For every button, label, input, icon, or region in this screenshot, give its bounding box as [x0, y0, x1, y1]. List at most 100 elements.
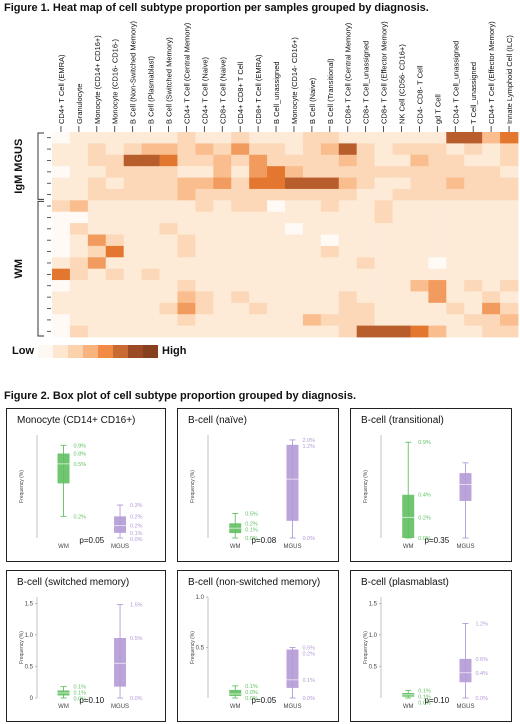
x-category-label: WM — [58, 544, 69, 550]
heatmap-cell — [356, 132, 376, 144]
heatmap-cell — [302, 268, 322, 281]
heatmap-cell — [302, 177, 322, 190]
heatmap-cell — [410, 257, 429, 270]
heatmap-cell — [69, 268, 89, 281]
heatmap-cell — [141, 143, 160, 156]
heatmap-cell — [52, 143, 71, 156]
heatmap-cell — [302, 223, 322, 235]
heatmap: CD4+ T Cell (EMRA) Granulocyte Monocyte (C… — [13, 21, 519, 338]
heatmap-cell — [285, 177, 304, 190]
heatmap-cell — [213, 154, 232, 167]
value-label: 0.1% — [418, 694, 431, 700]
heatmap-cell — [249, 268, 268, 281]
heatmap-cell — [249, 177, 268, 190]
heatmap-cell — [338, 132, 358, 144]
heatmap-cell — [410, 143, 429, 156]
heatmap-cell — [123, 325, 143, 338]
column-label: Monocyte (CD14+ CD16+) — [93, 35, 102, 124]
heatmap-cell — [267, 154, 286, 167]
heatmap-cell — [195, 257, 214, 270]
heatmap-cell — [356, 314, 376, 327]
heatmap-cell — [464, 291, 483, 304]
value-label: 0.2% — [130, 514, 143, 520]
heatmap-cell — [320, 314, 340, 327]
heatmap-cell — [69, 223, 89, 235]
value-label: 0.0% — [245, 536, 258, 542]
figure2-title: Figure 2. Box plot of cell subtype propo… — [4, 390, 357, 402]
heatmap-cell — [464, 200, 483, 213]
heatmap-cell — [231, 200, 250, 213]
heatmap-cell — [87, 257, 107, 270]
heatmap-cell — [320, 223, 340, 235]
column-label: CD4+ T Cell_unassigned — [451, 41, 460, 124]
heatmap-cell — [482, 291, 501, 304]
heatmap-cell — [231, 132, 250, 144]
heatmap-cell — [500, 177, 519, 190]
x-category-label: MGUS — [283, 704, 301, 710]
heatmap-cell — [320, 291, 340, 304]
heatmap-cell — [123, 302, 143, 315]
panel-title: B-cell (non-switched memory) — [188, 577, 321, 588]
heatmap-cell — [410, 177, 429, 190]
heatmap-cell — [500, 154, 519, 167]
heatmap-cell — [302, 245, 322, 258]
heatmap-cell — [213, 314, 232, 327]
value-label: 0.9% — [74, 443, 87, 449]
heatmap-cell — [285, 291, 304, 304]
heatmap-cell — [302, 325, 322, 338]
heatmap-cell — [159, 325, 178, 338]
heatmap-cell — [141, 166, 160, 178]
heatmap-cell — [428, 166, 447, 178]
heatmap-cell — [285, 166, 304, 178]
heatmap-cell — [177, 166, 196, 178]
heatmap-cell — [374, 223, 393, 235]
legend-swatch — [143, 344, 158, 358]
heatmap-cell — [195, 166, 214, 178]
heatmap-cell — [464, 154, 483, 167]
heatmap-cell — [500, 245, 519, 258]
heatmap-cell — [177, 200, 196, 213]
heatmap-cell — [500, 302, 519, 315]
heatmap-cell — [500, 291, 519, 304]
heatmap-cell — [231, 211, 250, 224]
column-label: Granulocyte — [75, 84, 84, 124]
heatmap-cell — [446, 211, 465, 224]
heatmap-cell — [285, 314, 304, 327]
column-label: B Cell (Transitional) — [326, 58, 335, 124]
heatmap-cell — [356, 166, 376, 178]
value-label: 0.5% — [130, 636, 143, 642]
p-value: p=0.05 — [79, 536, 104, 545]
heatmap-cell — [320, 211, 340, 224]
heatmap-cell — [267, 143, 286, 156]
heatmap-cell — [285, 143, 304, 156]
p-value: p=0.10 — [425, 696, 450, 705]
heatmap-cell — [105, 143, 125, 156]
value-label: 0.2% — [130, 524, 143, 530]
heatmap-cell — [374, 291, 393, 304]
heatmap-cell — [213, 211, 232, 224]
heatmap-cell — [320, 154, 340, 167]
y-axis-label: Frequency (%) — [190, 631, 196, 664]
box — [459, 658, 472, 683]
heatmap-cell — [105, 154, 125, 167]
x-category-label: MGUS — [111, 544, 129, 550]
heatmap-cell — [428, 245, 447, 258]
heatmap-cell — [446, 188, 465, 201]
boxplot-chart: Frequency (%)1.00.50.1%0.0%0.0%WM0.5%0.2… — [190, 595, 315, 710]
heatmap-cell — [267, 280, 286, 292]
heatmap-cell — [356, 302, 376, 315]
y-tick-label: 0.5 — [25, 664, 34, 670]
heatmap-cell — [123, 177, 143, 190]
column-label: CD8+ T Cell (Effector Memory) — [380, 21, 389, 124]
heatmap-cell — [356, 211, 376, 224]
heatmap-cell — [428, 177, 447, 190]
heatmap-cell — [52, 257, 71, 270]
heatmap-cell — [87, 188, 107, 201]
heatmap-cell — [392, 143, 411, 156]
value-label: 0.2% — [245, 521, 258, 527]
heatmap-cell — [338, 188, 358, 201]
heatmap-cell — [428, 268, 447, 281]
heatmap-cell — [141, 268, 160, 281]
heatmap-cell — [213, 223, 232, 235]
heatmap-cell — [446, 314, 465, 327]
